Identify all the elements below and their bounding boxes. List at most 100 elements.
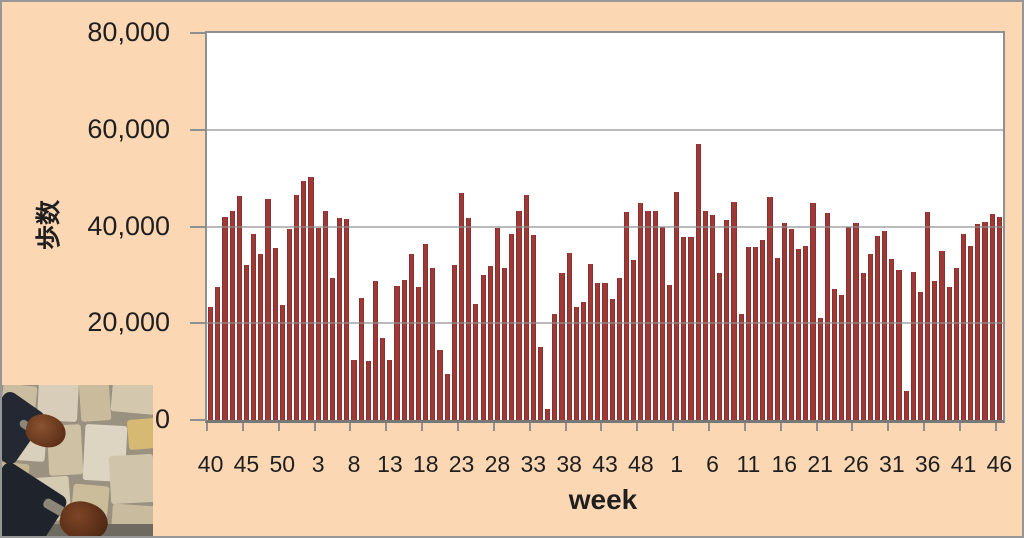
x-axis-label: 45	[233, 451, 260, 477]
x-axis-label: 46	[986, 451, 1013, 477]
bar	[968, 245, 974, 420]
bar	[917, 291, 924, 420]
bar	[444, 374, 450, 420]
bar	[437, 350, 443, 420]
x-axis-label: 40	[197, 451, 224, 477]
y-axis-tick	[190, 322, 205, 325]
x-axis-tick	[994, 423, 997, 431]
bar	[243, 265, 250, 420]
bar	[516, 210, 522, 420]
bar	[652, 211, 658, 420]
y-axis-tick	[190, 225, 205, 228]
bar	[523, 194, 529, 420]
bar	[767, 197, 773, 420]
bar	[860, 273, 866, 420]
x-axis-tick	[779, 423, 782, 431]
bar	[344, 218, 350, 420]
bar	[566, 252, 572, 420]
bar	[502, 267, 508, 420]
x-axis-tick	[456, 423, 459, 431]
bar	[803, 245, 809, 420]
bar	[674, 192, 680, 420]
bar	[466, 217, 472, 420]
x-axis-tick	[349, 423, 352, 431]
bar	[265, 199, 271, 420]
bar	[702, 211, 708, 420]
x-axis-tick	[421, 423, 424, 431]
x-axis-tick	[887, 423, 890, 431]
stone	[126, 417, 153, 451]
bar	[423, 244, 429, 420]
bar	[982, 221, 988, 420]
bar	[996, 216, 1002, 420]
bar	[308, 176, 314, 420]
bar	[473, 303, 479, 420]
bar	[709, 215, 716, 420]
bar	[380, 338, 386, 420]
bar	[236, 195, 242, 420]
bar	[458, 192, 465, 420]
bar	[609, 299, 615, 420]
bar	[796, 248, 802, 420]
bar	[717, 273, 723, 420]
bar	[939, 250, 945, 420]
bar	[480, 275, 486, 420]
bar	[559, 273, 565, 420]
x-axis-label: 31	[879, 451, 905, 477]
bar	[946, 286, 952, 420]
bar	[573, 307, 579, 420]
bar	[229, 210, 235, 420]
bar	[602, 282, 608, 420]
x-axis-label: 1	[670, 451, 684, 477]
x-axis-tick	[206, 423, 208, 431]
bar	[365, 360, 371, 420]
x-axis-label: 33	[520, 451, 547, 477]
bar	[631, 260, 637, 420]
y-axis-label: 60,000	[87, 113, 170, 144]
bar	[372, 280, 379, 420]
x-axis-label: 11	[736, 451, 761, 477]
bar	[724, 219, 730, 420]
bar	[745, 247, 751, 420]
x-axis-tick	[636, 423, 639, 431]
bar	[774, 258, 780, 420]
bar	[215, 286, 221, 420]
x-axis-tick	[313, 423, 316, 431]
x-axis-label: 3	[311, 451, 325, 477]
bar	[279, 305, 285, 420]
bar	[874, 235, 881, 420]
bar	[960, 233, 967, 420]
bar	[272, 248, 278, 420]
plot-area	[205, 31, 1005, 423]
bar	[853, 222, 859, 420]
x-axis-label: 21	[807, 451, 833, 477]
x-axis-label: 50	[269, 451, 296, 477]
bar	[839, 294, 845, 420]
bar	[681, 237, 687, 420]
y-axis-tick	[190, 128, 205, 131]
bar	[889, 258, 895, 420]
x-axis-label: 36	[914, 451, 941, 477]
x-axis-label: 41	[950, 451, 977, 477]
x-axis-title: week	[568, 484, 638, 515]
bar	[989, 214, 995, 420]
x-axis-tick	[672, 423, 675, 431]
stone	[110, 385, 153, 415]
bar	[616, 277, 622, 420]
bar	[208, 307, 214, 420]
bar	[329, 278, 336, 420]
x-axis-tick	[958, 423, 961, 431]
bar	[975, 224, 981, 420]
bar	[867, 254, 873, 420]
bar	[932, 280, 938, 420]
x-axis-tick	[385, 423, 388, 431]
bar	[695, 144, 701, 420]
y-axis-label: 0	[154, 404, 170, 434]
bar	[645, 211, 651, 420]
bar	[487, 266, 493, 420]
bar	[781, 222, 787, 420]
bar	[222, 216, 228, 420]
bar	[322, 211, 328, 420]
bar	[430, 267, 436, 420]
